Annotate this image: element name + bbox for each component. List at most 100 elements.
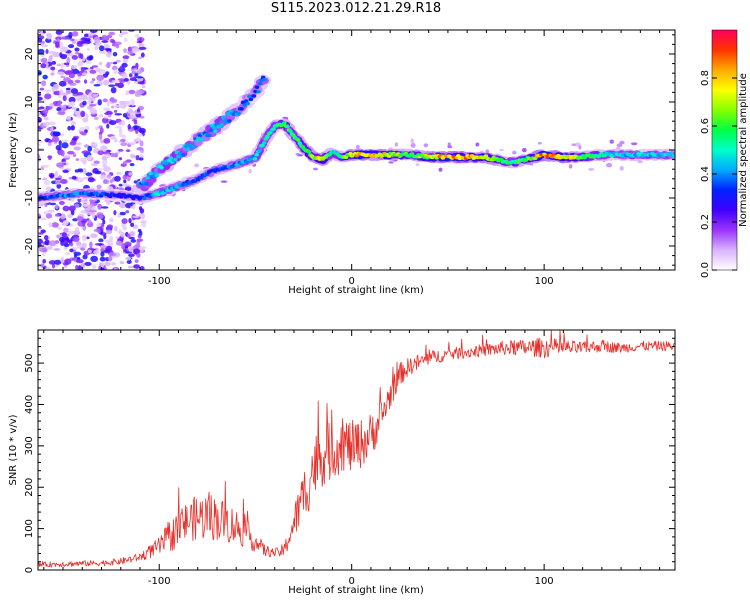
- spectrogram-noise-blob: [588, 167, 595, 171]
- spectrogram-noise-blob: [410, 142, 416, 148]
- spectrogram-noise-blob: [66, 115, 72, 121]
- spectrogram-noise-blob: [114, 225, 118, 232]
- spectrogram-noise-blob: [135, 137, 141, 142]
- spectrogram-noise-blob: [138, 206, 143, 211]
- spectrogram-noise-blob: [40, 217, 47, 221]
- spectrogram-noise-blob: [114, 82, 119, 87]
- spectrogram-noise-blob: [64, 258, 72, 265]
- spectrogram-noise-blob: [42, 109, 49, 115]
- spectrogram-noise-blob: [131, 47, 139, 53]
- spectrogram-noise-blob: [82, 43, 89, 46]
- spectrogram-noise-blob: [68, 44, 75, 49]
- spectrogram-noise-blob: [89, 103, 97, 107]
- spectrogram-noise-blob: [95, 126, 99, 131]
- spectrogram-noise-blob: [92, 93, 99, 98]
- spectrogram-x-tick-label: 0: [349, 276, 355, 287]
- spectrogram-noise-blob: [132, 215, 140, 219]
- spectrogram-ridges: [38, 74, 675, 205]
- spectrogram-noise-blob: [113, 153, 119, 158]
- spectrogram-noise-blob: [616, 143, 621, 147]
- spectrogram-noise-blob: [126, 260, 132, 264]
- spectrogram-noise-blob: [60, 179, 68, 185]
- spectrogram-noise-blob: [313, 167, 318, 171]
- spectrogram-noise-blob: [48, 139, 53, 143]
- spectrogram-y-tick-label: 20: [24, 48, 35, 61]
- spectrogram-noise-blob: [136, 89, 145, 94]
- spectrogram-noise-blob: [136, 241, 141, 248]
- spectrogram-noise-blob: [81, 234, 88, 241]
- spectrogram-ridge-blob: [288, 129, 293, 133]
- spectrogram-noise-blob: [100, 262, 105, 268]
- spectrogram-noise-blob: [58, 140, 62, 146]
- spectrogram-y-tick-label: -20: [24, 238, 35, 254]
- spectrogram-noise-blob: [120, 138, 126, 142]
- spectrogram-noise-blob: [125, 90, 129, 96]
- spectrogram-noise-blob: [139, 140, 144, 147]
- spectrogram-noise-blob: [129, 162, 135, 167]
- spectrogram-noise-blob: [114, 41, 122, 46]
- spectrogram-ridge-blob: [143, 182, 149, 186]
- spectrogram-noise-blob: [82, 254, 88, 260]
- spectrogram-noise-blob: [99, 244, 107, 249]
- spectrogram-ridge-blob: [214, 122, 220, 126]
- spectrogram-noise-blob: [38, 96, 43, 101]
- spectrogram-noise-blob: [102, 179, 110, 185]
- spectrogram-noise-blob: [107, 242, 114, 247]
- spectrogram-noise-blob: [55, 41, 60, 48]
- spectrogram-noise-blob: [110, 262, 117, 266]
- spectrogram-noise-blob: [135, 155, 140, 161]
- spectrogram-noise-blob: [138, 157, 144, 161]
- spectrogram-ridge-blob: [180, 153, 186, 157]
- spectrogram-noise-blob: [70, 125, 75, 131]
- spectrogram-noise-blob: [51, 263, 56, 269]
- spectrogram-noise-blob: [123, 37, 128, 42]
- spectrogram-ridge-blob: [148, 171, 154, 176]
- spectrogram-noise-blob: [118, 33, 124, 38]
- spectrogram-noise-blob: [128, 89, 136, 95]
- spectrogram-ridge-blob: [211, 125, 217, 130]
- spectrogram-noise-blob: [57, 100, 62, 107]
- spectrogram-ridge-blob: [257, 81, 263, 86]
- spectrogram-noise-blob: [108, 84, 116, 87]
- snr-y-tick-label: 100: [24, 519, 35, 538]
- spectrogram-ridge-blob: [268, 130, 273, 135]
- snr-y-tick-label: 0: [24, 567, 35, 573]
- spectrogram-ridge-blob: [257, 149, 262, 153]
- spectrogram-noise-blob: [120, 31, 128, 35]
- spectrogram-noise-blob: [54, 204, 59, 210]
- spectrogram-ridge-blob: [252, 156, 258, 161]
- spectrogram-noise-blob: [84, 261, 92, 266]
- spectrogram-noise-blob: [119, 261, 125, 265]
- spectrogram-noise-blob: [67, 125, 72, 131]
- spectrogram-noise-blob: [71, 107, 78, 110]
- spectrogram-ridge-blob: [213, 129, 218, 133]
- spectrogram-y-tick-label: 0: [24, 147, 35, 153]
- spectrogram-noise-blob: [100, 145, 108, 152]
- spectrogram-noise-blob: [82, 203, 89, 207]
- spectrogram-noise-blob: [48, 260, 57, 265]
- spectrogram-noise-blob: [122, 161, 128, 165]
- spectrogram-noise-blob: [630, 142, 638, 146]
- spectrogram-noise-blob: [65, 251, 71, 256]
- spectrogram-noise-blob: [117, 148, 124, 152]
- spectrogram-noise-blob: [118, 121, 122, 126]
- spectrogram-noise-blob: [109, 252, 117, 257]
- spectrogram-noise-blob: [56, 226, 63, 230]
- spectrogram-noise-blob: [136, 108, 141, 113]
- spectrogram-noise-blob: [295, 152, 301, 156]
- spectrogram-noise-blob: [135, 75, 143, 79]
- spectrogram-ridge-blob: [220, 115, 226, 120]
- spectrogram-noise-blob: [447, 142, 451, 147]
- spectrogram-noise-blob: [123, 78, 129, 82]
- spectrogram-y-tick-label: -10: [24, 190, 35, 206]
- spectrogram-ridge-blob: [154, 173, 160, 178]
- spectrogram-noise-blob: [97, 150, 104, 156]
- spectrogram-noise-blob: [105, 153, 111, 159]
- spectrogram-noise-blob: [138, 246, 145, 253]
- spectrogram-noise-blob: [50, 72, 55, 76]
- spectrogram-ridge-blob: [153, 170, 158, 175]
- spectrogram-noise-blob: [112, 51, 118, 57]
- spectrogram-ridge-blob: [254, 85, 260, 90]
- spectrogram-noise-blob: [69, 101, 76, 107]
